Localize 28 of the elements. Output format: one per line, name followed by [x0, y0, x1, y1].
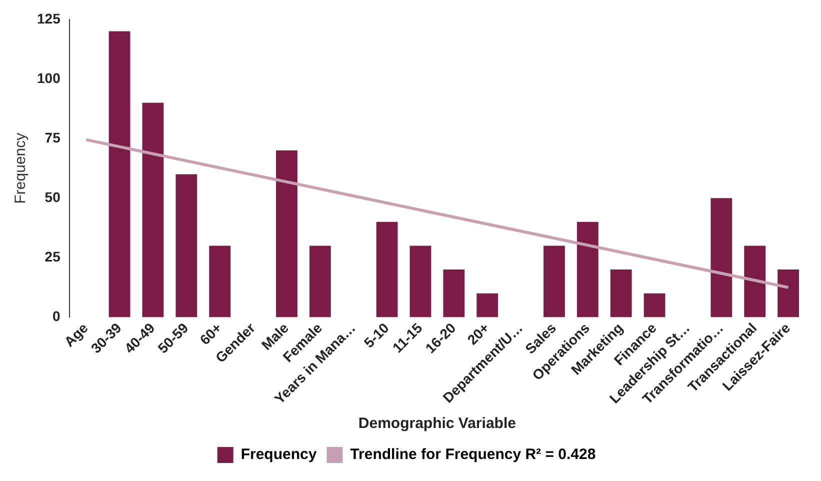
y-tick-label: 75	[44, 129, 61, 146]
bar	[610, 270, 632, 318]
bar	[410, 246, 432, 318]
y-tick-label: 0	[52, 308, 61, 324]
bar	[443, 270, 465, 318]
bar	[108, 31, 130, 318]
bar	[778, 270, 799, 318]
bar	[544, 246, 565, 318]
bar	[142, 102, 164, 318]
bar	[710, 198, 732, 318]
y-axis-title: Frequency	[12, 132, 30, 204]
bar	[276, 150, 298, 318]
bar	[176, 174, 198, 318]
bar	[376, 222, 398, 318]
y-tick-label: 25	[44, 248, 61, 264]
y-tick-label: 125	[37, 10, 61, 26]
y-tick-label: 50	[44, 188, 61, 205]
bar	[576, 222, 598, 318]
bar	[644, 293, 666, 318]
bar	[476, 293, 498, 318]
x-tick-label: Age	[60, 320, 92, 350]
x-axis-title: Demographic Variable	[358, 415, 516, 432]
bar	[744, 246, 766, 318]
bar	[209, 246, 231, 318]
y-tick-label: 100	[37, 70, 61, 86]
bar	[309, 246, 331, 318]
legend-label: Frequency	[240, 446, 318, 464]
legend-label: Trendline for Frequency R² = 0.428	[350, 446, 596, 464]
